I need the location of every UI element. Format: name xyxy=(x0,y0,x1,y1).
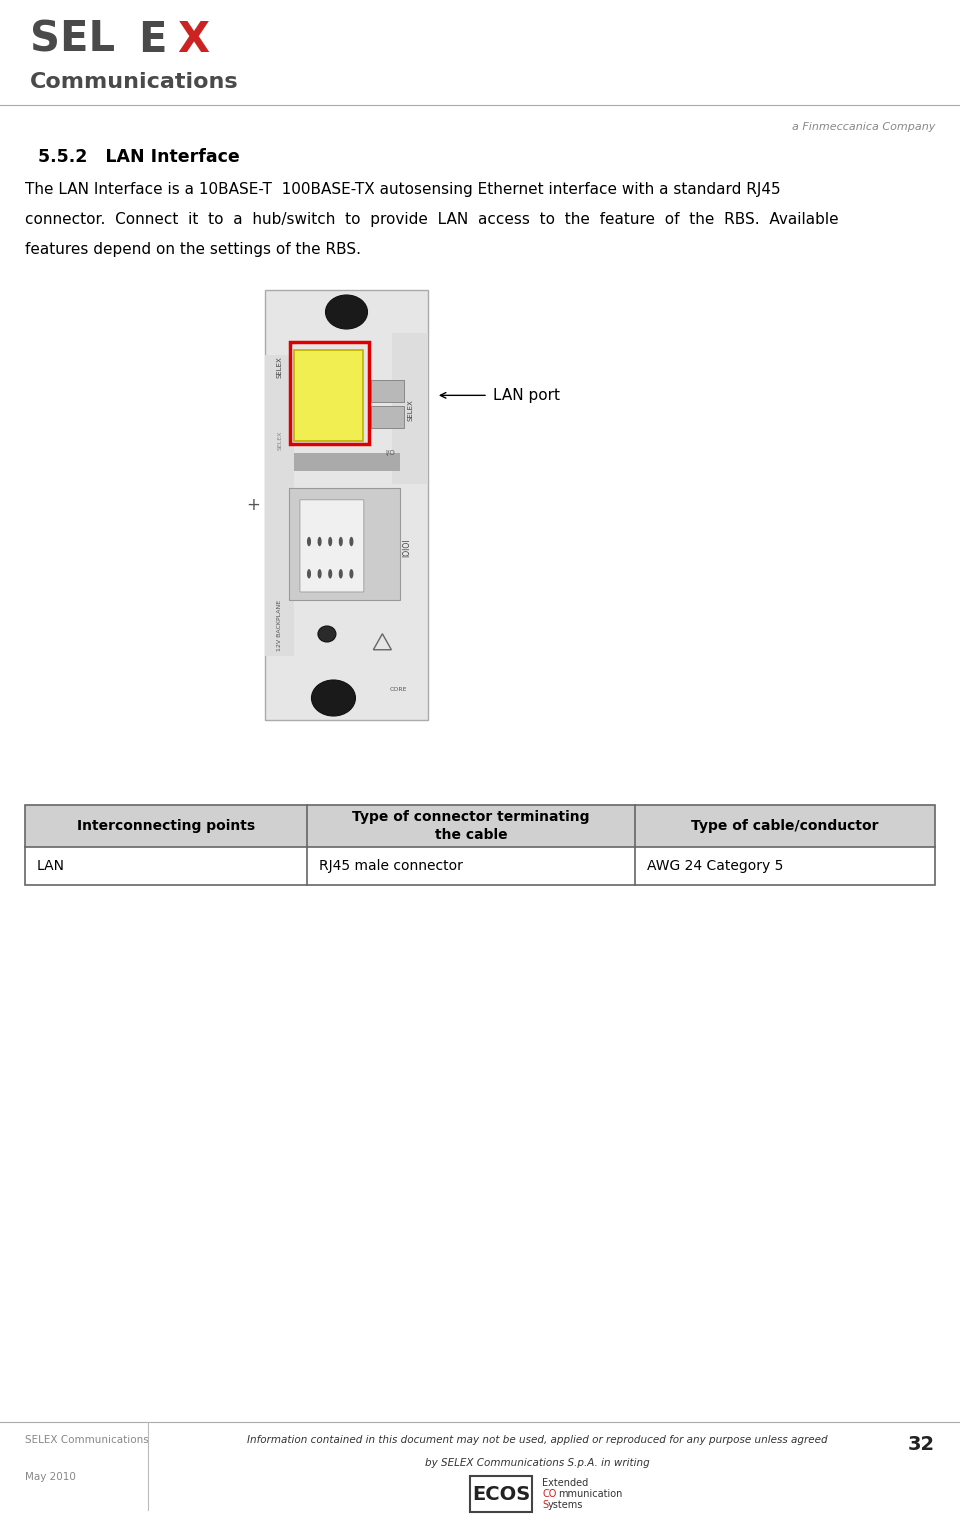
Bar xyxy=(392,332,428,483)
Text: The LAN Interface is a 10BASE-T  100BASE-TX autosensing Ethernet interface with : The LAN Interface is a 10BASE-T 100BASE-… xyxy=(25,181,780,197)
Ellipse shape xyxy=(311,680,355,717)
Bar xyxy=(265,290,428,720)
Text: SEL: SEL xyxy=(30,18,115,61)
Text: 12V BACKPLANE: 12V BACKPLANE xyxy=(277,599,282,651)
Ellipse shape xyxy=(307,569,311,578)
Text: E: E xyxy=(138,18,167,61)
Text: connector.  Connect  it  to  a  hub/switch  to  provide  LAN  access  to  the  f: connector. Connect it to a hub/switch to… xyxy=(25,212,839,227)
Text: SELEX: SELEX xyxy=(407,400,413,421)
Text: Communications: Communications xyxy=(30,72,239,92)
Text: RJ45 male connector: RJ45 male connector xyxy=(319,859,463,872)
Bar xyxy=(470,1476,533,1511)
Text: +: + xyxy=(246,496,260,514)
Bar xyxy=(295,453,400,471)
Bar xyxy=(290,342,369,444)
Bar xyxy=(371,406,403,427)
Text: by SELEX Communications S.p.A. in writing: by SELEX Communications S.p.A. in writin… xyxy=(425,1458,650,1469)
Text: SELEX: SELEX xyxy=(277,430,282,450)
Text: Extended: Extended xyxy=(542,1478,588,1488)
Ellipse shape xyxy=(325,294,368,329)
Bar xyxy=(265,354,295,656)
Text: AWG 24 Category 5: AWG 24 Category 5 xyxy=(647,859,783,872)
Ellipse shape xyxy=(328,537,332,546)
Bar xyxy=(295,351,363,441)
Text: 5.5.2   LAN Interface: 5.5.2 LAN Interface xyxy=(38,148,240,166)
Text: CORE: CORE xyxy=(390,688,407,692)
Ellipse shape xyxy=(349,569,353,578)
Text: LAN: LAN xyxy=(37,859,65,872)
Text: I/O: I/O xyxy=(386,450,396,456)
Bar xyxy=(25,805,935,884)
Text: a Finmeccanica Company: a Finmeccanica Company xyxy=(792,122,935,133)
Bar xyxy=(25,846,935,884)
Text: ECOS: ECOS xyxy=(472,1484,531,1504)
Text: CO: CO xyxy=(542,1490,557,1499)
Text: 32: 32 xyxy=(908,1435,935,1453)
Ellipse shape xyxy=(349,537,353,546)
Text: Type of cable/conductor: Type of cable/conductor xyxy=(691,819,878,833)
Bar xyxy=(290,488,400,599)
Ellipse shape xyxy=(339,569,343,578)
Ellipse shape xyxy=(307,537,311,546)
Text: May 2010: May 2010 xyxy=(25,1472,76,1482)
Bar xyxy=(371,380,403,401)
Ellipse shape xyxy=(318,537,322,546)
Text: S: S xyxy=(542,1501,548,1510)
Text: mmunication: mmunication xyxy=(558,1490,622,1499)
Ellipse shape xyxy=(339,537,343,546)
Text: Information contained in this document may not be used, applied or reproduced fo: Information contained in this document m… xyxy=(248,1435,828,1446)
Text: SELEX: SELEX xyxy=(276,357,282,378)
Text: X: X xyxy=(177,18,209,61)
Ellipse shape xyxy=(318,625,336,642)
Text: SELEX Communications: SELEX Communications xyxy=(25,1435,149,1446)
Text: IOIOI: IOIOI xyxy=(402,538,411,557)
Ellipse shape xyxy=(318,569,322,578)
FancyBboxPatch shape xyxy=(300,500,364,592)
Text: Interconnecting points: Interconnecting points xyxy=(77,819,255,833)
Bar xyxy=(25,805,935,846)
Text: features depend on the settings of the RBS.: features depend on the settings of the R… xyxy=(25,242,361,258)
Text: ystems: ystems xyxy=(548,1501,584,1510)
Text: Type of connector terminating
the cable: Type of connector terminating the cable xyxy=(352,810,589,842)
Text: LAN port: LAN port xyxy=(493,387,560,403)
Ellipse shape xyxy=(328,569,332,578)
